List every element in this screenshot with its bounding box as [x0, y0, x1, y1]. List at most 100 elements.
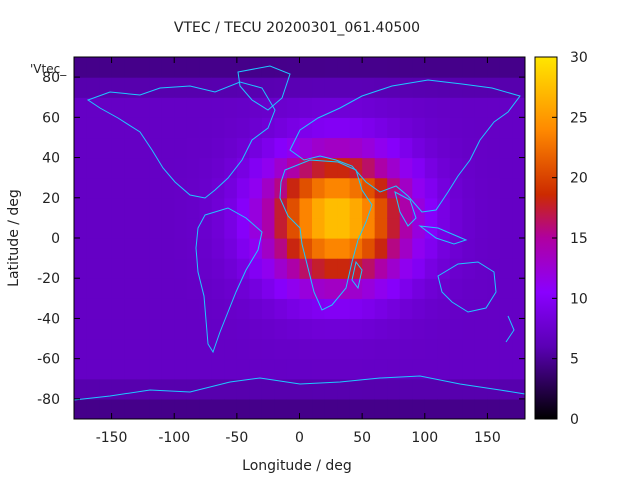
heatmap-cell [124, 238, 138, 259]
heatmap-cell [161, 157, 175, 179]
heatmap-cell [111, 298, 125, 320]
heatmap-cell [249, 378, 263, 400]
heatmap-cell [324, 318, 338, 340]
heatmap-cell [499, 117, 514, 139]
heatmap-cell [499, 378, 514, 400]
heatmap-cell [387, 77, 401, 98]
heatmap-cell [474, 378, 489, 400]
heatmap-cell [74, 137, 88, 159]
heatmap-cell [286, 57, 301, 78]
heatmap-cell [324, 398, 338, 419]
heatmap-cell [449, 298, 463, 320]
heatmap-cell [312, 97, 326, 118]
heatmap-cell [312, 398, 326, 419]
x-tick-label: -100 [158, 430, 190, 446]
heatmap-cell [99, 338, 113, 360]
heatmap-cell [424, 177, 438, 199]
heatmap-cell [249, 117, 263, 139]
heatmap-cell [261, 238, 276, 259]
heatmap-cell [99, 117, 113, 139]
heatmap-cell [424, 77, 438, 98]
coastline-north-america [86, 81, 276, 199]
heatmap-cell [174, 177, 188, 199]
heatmap-cell [312, 378, 326, 400]
colorbar-tick-label: 15 [570, 231, 588, 247]
heatmap-cell [424, 298, 438, 320]
heatmap-cell [337, 238, 351, 259]
heatmap-cell [211, 97, 225, 118]
heatmap-cell [249, 77, 263, 98]
heatmap-cell [174, 318, 188, 340]
colorbar-tick-label: 30 [570, 50, 588, 66]
heatmap-cell [111, 177, 125, 199]
x-tick-label: 100 [411, 430, 438, 446]
heatmap-cell [174, 217, 188, 239]
heatmap-cell [387, 358, 401, 380]
heatmap-cell [74, 238, 88, 259]
heatmap-cell [111, 57, 125, 78]
heatmap-cell [286, 338, 301, 360]
heatmap-cell [224, 177, 238, 199]
heatmap-cell [399, 258, 413, 279]
heatmap-cell [211, 278, 225, 299]
series-key: 'Vtec_ [30, 62, 67, 76]
heatmap-cell [161, 117, 175, 139]
heatmap-cell [487, 157, 501, 179]
heatmap-cell [487, 238, 501, 259]
heatmap-cell [149, 177, 163, 199]
heatmap-cell [324, 137, 338, 159]
coastline-indonesia [418, 225, 468, 245]
heatmap-cell [186, 77, 200, 98]
heatmap-cell [437, 57, 451, 78]
heatmap-cell [274, 298, 288, 320]
heatmap-cell [324, 278, 338, 299]
heatmap-cell [487, 278, 501, 299]
heatmap-cell [224, 137, 238, 159]
heatmap-cell [74, 398, 88, 419]
heatmap-cell [487, 57, 501, 78]
heatmap-cell [424, 117, 438, 139]
heatmap-cell [512, 338, 525, 360]
heatmap-cell [211, 298, 225, 320]
heatmap-cell [224, 278, 238, 299]
heatmap-cell [312, 298, 326, 320]
heatmap-cell [261, 57, 276, 78]
heatmap-cell [387, 157, 401, 179]
heatmap-cell [174, 137, 188, 159]
heatmap-cell [236, 157, 250, 179]
heatmap-cell [186, 57, 200, 78]
heatmap-cell [299, 358, 313, 380]
heatmap-cell [474, 197, 489, 219]
heatmap-cell [362, 398, 376, 419]
heatmap-cell [249, 137, 263, 159]
heatmap-cell [224, 238, 238, 259]
heatmap-cell [324, 77, 338, 98]
heatmap-cell [387, 117, 401, 139]
heatmap-cell [86, 258, 100, 279]
heatmap-cell [224, 358, 238, 380]
heatmap-cell [111, 318, 125, 340]
heatmap-cell [437, 378, 451, 400]
heatmap-cell [211, 57, 225, 78]
heatmap-cell [487, 177, 501, 199]
heatmap-cell [424, 398, 438, 419]
heatmap-cell [211, 77, 225, 98]
heatmap-cell [462, 298, 476, 320]
heatmap-cell [286, 77, 301, 98]
heatmap-cell [512, 258, 525, 279]
heatmap-cell [186, 97, 200, 118]
heatmap-cell [437, 258, 451, 279]
heatmap-cell [286, 258, 301, 279]
heatmap-cell [211, 177, 225, 199]
heatmap-cell [199, 157, 213, 179]
heatmap-cell [337, 398, 351, 419]
heatmap-cell [224, 157, 238, 179]
heatmap-cell [362, 278, 376, 299]
heatmap-cell [387, 57, 401, 78]
heatmap-cell [512, 177, 525, 199]
heatmap-cell [236, 258, 250, 279]
heatmap-cell [124, 77, 138, 98]
heatmap-cell [462, 318, 476, 340]
heatmap-cell [412, 298, 426, 320]
heatmap-cell [286, 298, 301, 320]
